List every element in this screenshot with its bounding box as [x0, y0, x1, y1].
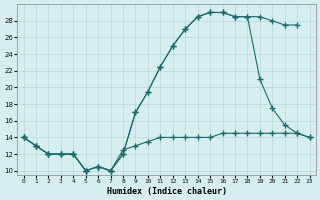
X-axis label: Humidex (Indice chaleur): Humidex (Indice chaleur): [107, 187, 227, 196]
